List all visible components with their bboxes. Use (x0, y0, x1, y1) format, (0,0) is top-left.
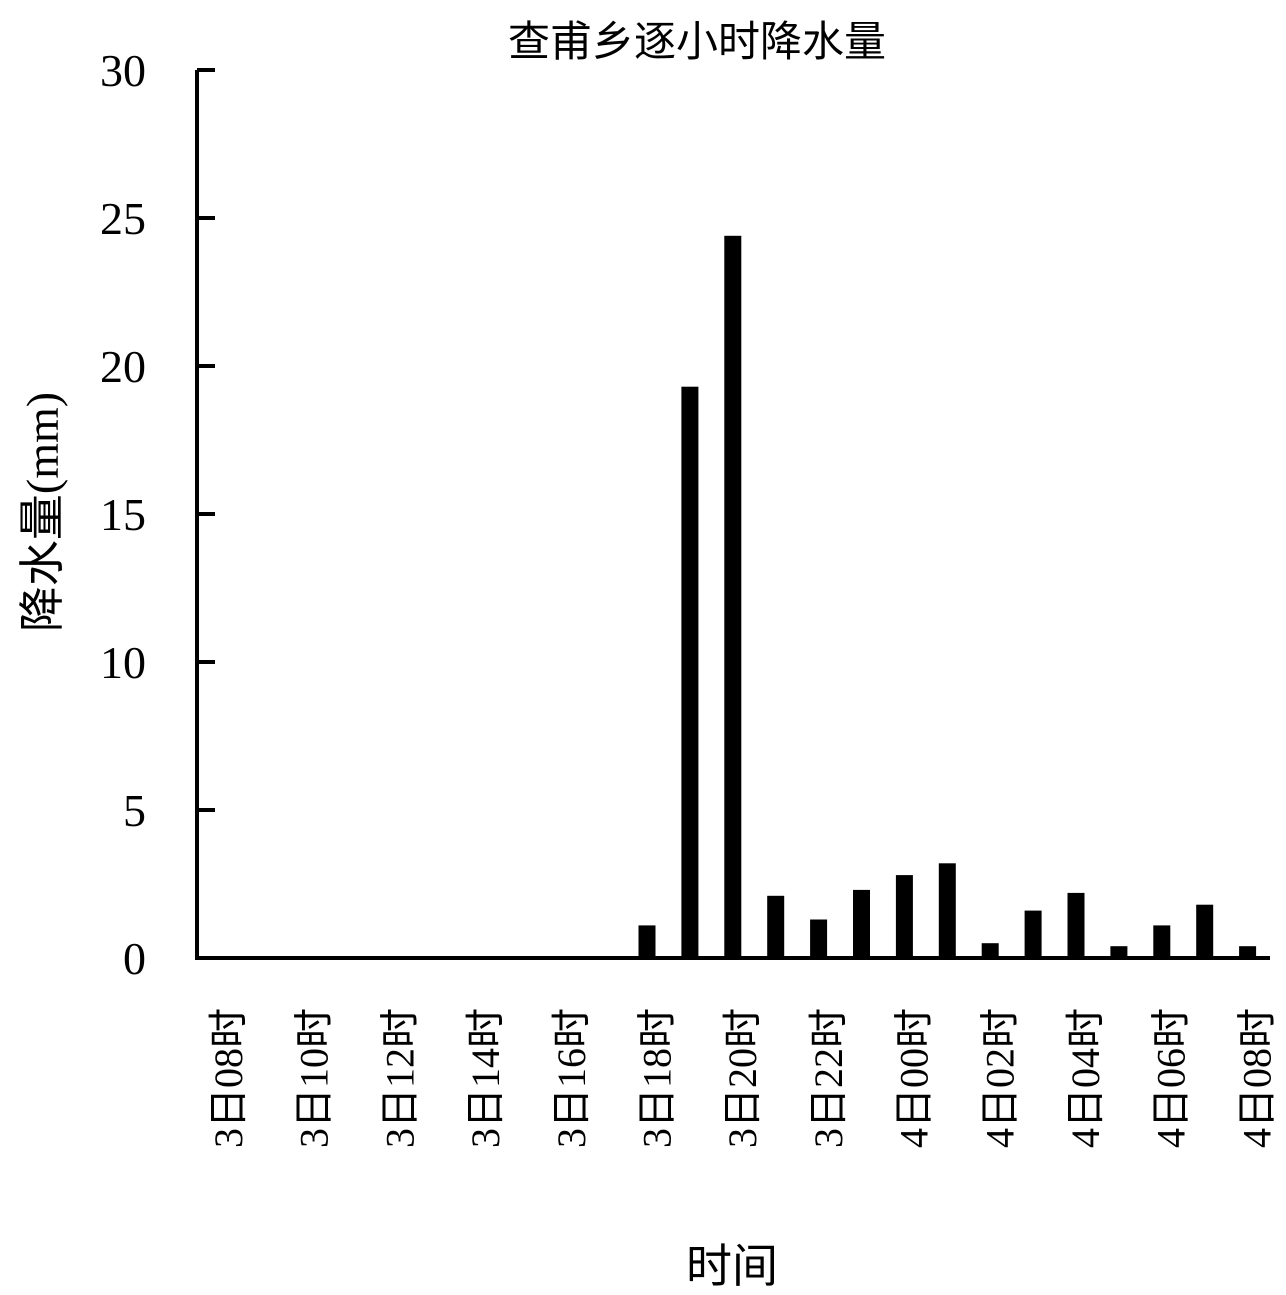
x-tick-label: 3日16时 (549, 1008, 594, 1148)
x-tick-label: 3日20时 (720, 1008, 765, 1148)
bar-3日21时 (767, 895, 785, 958)
bar-4日02时 (981, 943, 999, 958)
bar-4日05时 (1110, 946, 1128, 958)
y-tick-label: 5 (123, 785, 146, 836)
bars (638, 235, 1257, 959)
x-axis-label: 时间 (686, 1241, 778, 1292)
x-tick-label: 4日02时 (977, 1008, 1022, 1148)
y-tick-label: 20 (100, 341, 146, 392)
bar-4日03时 (1024, 910, 1042, 958)
x-tick-label: 3日18时 (635, 1008, 680, 1148)
x-tick-label: 3日08时 (206, 1008, 251, 1148)
x-tick-label: 4日06时 (1149, 1008, 1194, 1148)
bar-3日20时 (724, 235, 742, 959)
y-ticks: 0 5 10 15 20 25 30 (100, 45, 215, 984)
bar-4日07时 (1196, 904, 1214, 958)
y-tick-label: 30 (100, 45, 146, 96)
x-tick-label: 3日14时 (463, 1008, 508, 1148)
x-tick-label: 3日10时 (292, 1008, 337, 1148)
y-tick-label: 10 (100, 637, 146, 688)
x-tick-label: 3日12时 (377, 1008, 422, 1148)
y-tick-label: 15 (100, 489, 146, 540)
bar-4日04时 (1067, 892, 1085, 958)
x-tick-label: 4日08时 (1234, 1008, 1279, 1148)
x-tick-label: 3日22时 (806, 1008, 851, 1148)
chart-title: 查甫乡逐小时降水量 (508, 17, 886, 66)
bar-3日23时 (853, 889, 870, 958)
bar-3日22时 (810, 919, 828, 958)
y-tick-label: 25 (100, 193, 146, 244)
bar-4日00时 (895, 875, 913, 958)
bar-4日06时 (1153, 925, 1171, 958)
y-axis-label: 降水量(mm) (17, 392, 68, 632)
bar-3日18时 (638, 925, 656, 958)
bar-4日08时 (1239, 946, 1257, 958)
bar-4日01时 (938, 863, 956, 958)
bar-3日19时 (681, 386, 699, 958)
y-tick-label: 0 (123, 933, 146, 984)
x-tick-label: 4日04时 (1063, 1008, 1108, 1148)
x-tick-label: 4日00时 (892, 1008, 937, 1148)
x-ticks: 3日08时 3日10时 3日12时 3日14时 3日16时 3日18时 3日20时 3日22时… (206, 1008, 1279, 1148)
